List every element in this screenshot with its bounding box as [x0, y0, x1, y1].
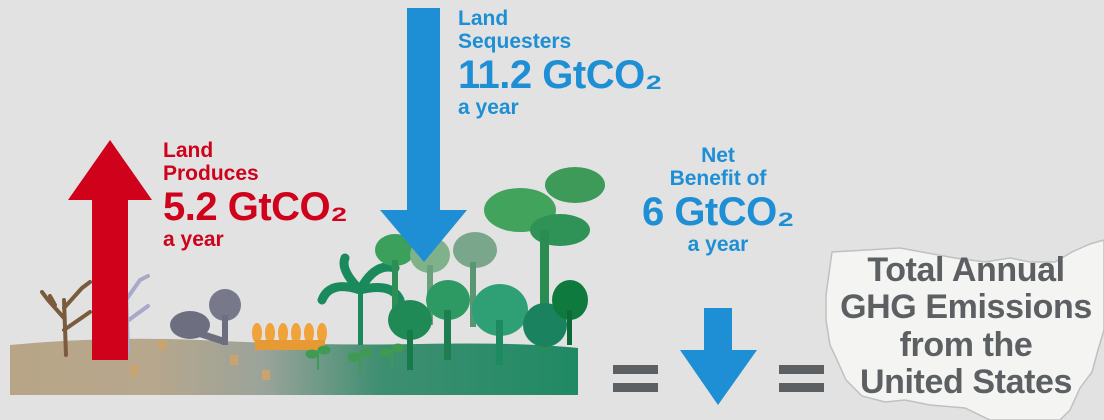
- down-arrow-icon: [680, 308, 757, 405]
- land-produces-label: Land Produces 5.2 GtCO₂ a year: [163, 139, 348, 252]
- produces-line2: Produces: [163, 161, 259, 185]
- us-line2: GHG Emissions: [840, 288, 1092, 327]
- emissions-up-arrow-icon: [68, 140, 152, 360]
- produces-value: 5.2 GtCO₂: [163, 185, 348, 230]
- produces-line1: Land: [163, 139, 214, 162]
- equals-sign-right: [779, 365, 824, 392]
- sequesters-line2: Sequesters: [458, 29, 572, 53]
- produces-period: a year: [163, 228, 224, 252]
- wheat-icon: [252, 323, 327, 350]
- palm-tree-icon: [317, 253, 405, 345]
- net-line1: Net: [701, 144, 735, 167]
- us-line1: Total Annual: [867, 251, 1065, 289]
- us-emissions-label: Total Annual GHG Emissions from the Unit…: [834, 251, 1098, 402]
- net-value: 6 GtCO₂: [641, 190, 795, 235]
- united-states-map-icon: [825, 239, 1104, 420]
- sequesters-line1: Land: [458, 7, 509, 30]
- sequesters-period: a year: [458, 96, 519, 120]
- sequesters-value: 11.2 GtCO₂: [458, 53, 662, 98]
- sequestration-down-arrow-icon: [380, 8, 467, 262]
- forest-tree-icon: [209, 289, 241, 345]
- land-sequesters-label: Land Sequesters 11.2 GtCO₂ a year: [458, 7, 662, 120]
- equals-sign-left: [613, 365, 658, 392]
- us-line3: from the: [899, 325, 1033, 364]
- us-line4: United States: [859, 363, 1073, 402]
- seedling-icon: [305, 343, 405, 372]
- net-benefit-label: Net Benefit of 6 GtCO₂ a year: [608, 144, 828, 257]
- dead-tree-icon: [40, 280, 92, 357]
- felled-tree-icon: [170, 311, 227, 346]
- net-line2: Benefit of: [669, 166, 767, 190]
- net-period: a year: [687, 233, 749, 257]
- ground: [10, 338, 578, 395]
